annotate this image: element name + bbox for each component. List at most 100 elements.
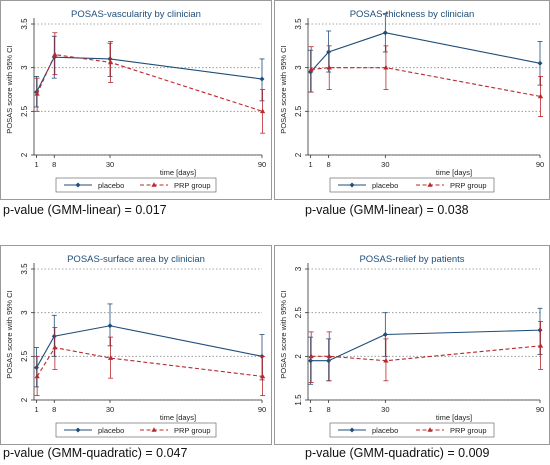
data-point (308, 353, 314, 359)
legend-box (329, 177, 495, 193)
series-prp-group (34, 327, 266, 397)
y-tick-label: 2.5 (294, 105, 303, 117)
data-point (538, 343, 544, 348)
legend-label-prp: PRP group (174, 426, 211, 435)
series-line (36, 53, 263, 112)
x-tick-label: 30 (381, 160, 389, 169)
x-tick-label: 90 (258, 160, 266, 169)
x-tick-label: 1 (308, 160, 312, 169)
data-point (52, 51, 58, 57)
chart-frame (274, 245, 550, 445)
data-point (34, 373, 40, 379)
legend-label-prp: PRP group (174, 181, 211, 190)
chart-relief: POSAS-relief by patients 1.5 2 2.5 3 POSAS sc… (274, 245, 550, 445)
data-point (538, 93, 544, 99)
data-point (383, 64, 389, 70)
y-tick-label: 3 (20, 65, 29, 70)
x-tick-label: 30 (381, 405, 389, 414)
legend: placebo PRP group (329, 422, 495, 438)
legend-marker-placebo (349, 182, 355, 188)
legend-marker-placebo (349, 427, 355, 433)
legend-label-prp: PRP group (450, 426, 487, 435)
series-line (311, 345, 541, 362)
data-point (326, 49, 332, 55)
y-tick-label: 2 (20, 152, 29, 157)
legend: placebo PRP group (329, 177, 495, 193)
y-tick-label: 2 (294, 354, 303, 359)
data-point (34, 91, 40, 96)
chart-vascularity: POSAS-vascularity by clinician 2 2.5 3 3.5 PO… (0, 0, 272, 200)
pvalue-relief: p-value (GMM-quadratic) = 0.009 (305, 446, 490, 460)
x-tick-label: 8 (327, 405, 331, 414)
chart-panel-vascularity: POSAS-vascularity by clinician 2 2.5 3 3.5 PO… (0, 0, 272, 200)
pvalue-thickness: p-value (GMM-linear) = 0.038 (305, 203, 469, 217)
data-point (326, 64, 332, 70)
chart-surface-area: POSAS-surface area by clinician 2 2.5 3 3.5 P… (0, 245, 272, 445)
pvalue-surface-area: p-value (GMM-quadratic) = 0.047 (3, 446, 188, 460)
data-point (308, 358, 314, 364)
x-axis-label: time [days] (436, 168, 472, 177)
legend-marker-prp (151, 427, 157, 432)
y-axis-label: POSAS score with 95% CI (5, 45, 14, 133)
x-tick-label: 1 (308, 405, 312, 414)
data-point (108, 59, 114, 65)
data-point (326, 353, 332, 359)
y-axis-label: POSAS score with 95% CI (279, 45, 288, 133)
chart-panel-relief: POSAS-relief by patients 1.5 2 2.5 3 POSAS sc… (274, 245, 550, 445)
y-tick-label: 1.5 (294, 394, 303, 406)
chart-panel-thickness: POSAS-thickness by clinician 2 2.5 3 3.5 POSA… (274, 0, 550, 200)
series-line (310, 329, 541, 362)
legend-marker-prp (151, 182, 157, 187)
data-point (537, 327, 543, 333)
chart-frame (274, 0, 550, 200)
data-point (107, 56, 113, 62)
series-prp-group (308, 321, 544, 383)
y-tick-label: 3.5 (20, 18, 29, 30)
x-tick-label: 1 (34, 405, 38, 414)
legend-label-placebo: placebo (98, 426, 124, 435)
series-prp-group (308, 45, 544, 117)
x-tick-label: 30 (106, 405, 114, 414)
chart-frame (0, 245, 272, 445)
x-tick-label: 90 (536, 160, 544, 169)
y-tick-label: 3.5 (294, 18, 303, 30)
legend-box (329, 422, 495, 438)
data-point (326, 358, 332, 364)
chart-title: POSAS-vascularity by clinician (71, 9, 201, 20)
y-tick-label: 2.5 (20, 105, 29, 117)
legend-box (55, 177, 217, 193)
chart-frame (0, 0, 272, 200)
x-axis-label: time [days] (160, 413, 196, 422)
x-axis-label: time [days] (160, 168, 196, 177)
y-tick-label: 3 (294, 65, 303, 70)
legend-label-placebo: placebo (98, 181, 124, 190)
data-point (107, 323, 113, 329)
chart-thickness: POSAS-thickness by clinician 2 2.5 3 3.5 POSA… (274, 0, 550, 200)
data-point (383, 357, 389, 363)
x-tick-label: 1 (34, 160, 38, 169)
series-line (36, 325, 263, 368)
legend-label-placebo: placebo (372, 181, 398, 190)
series-line (36, 346, 263, 377)
y-axis-label: POSAS score with 95% CI (279, 290, 288, 378)
legend-box (55, 422, 217, 438)
x-tick-label: 90 (536, 405, 544, 414)
legend-label-placebo: placebo (372, 426, 398, 435)
legend-label-prp: PRP group (450, 181, 487, 190)
data-point (260, 108, 266, 114)
data-point (51, 333, 57, 339)
data-point (260, 373, 266, 379)
series-placebo (34, 303, 265, 388)
y-tick-label: 2 (20, 397, 29, 402)
y-tick-label: 3 (20, 310, 29, 315)
x-axis-label: time [days] (436, 413, 472, 422)
pvalue-vascularity: p-value (GMM-linear) = 0.017 (3, 203, 167, 217)
x-tick-label: 30 (106, 160, 114, 169)
data-point (308, 66, 314, 72)
series-prp-group (34, 32, 266, 134)
data-point (34, 365, 40, 371)
x-tick-label: 8 (52, 405, 56, 414)
legend: placebo PRP group (55, 177, 217, 193)
legend-marker-prp (427, 182, 433, 187)
legend: placebo PRP group (55, 422, 217, 438)
